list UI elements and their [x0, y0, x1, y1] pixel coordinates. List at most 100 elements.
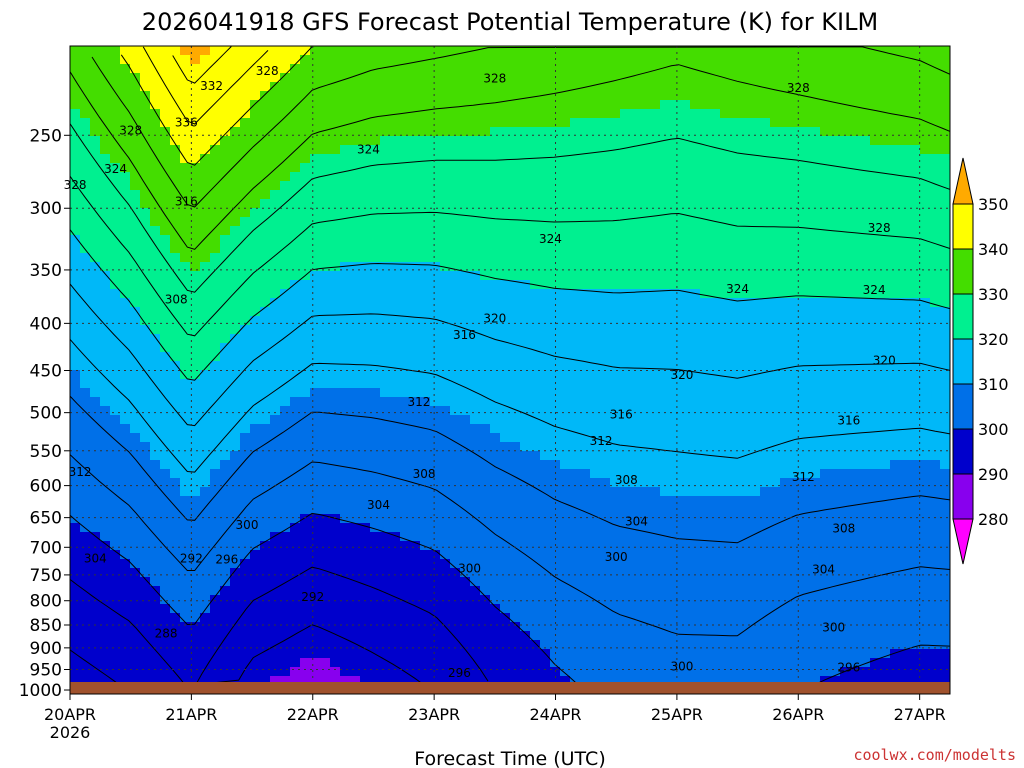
field-cell	[680, 55, 691, 65]
field-cell	[360, 613, 371, 623]
field-cell	[420, 316, 431, 326]
field-cell	[580, 631, 591, 641]
field-cell	[660, 91, 671, 101]
field-cell	[390, 613, 401, 623]
field-cell	[410, 676, 421, 686]
field-cell	[640, 298, 651, 308]
field-cell	[620, 550, 631, 560]
field-cell	[710, 523, 721, 533]
field-cell	[170, 163, 181, 173]
field-cell	[440, 415, 451, 425]
field-cell	[70, 496, 81, 506]
field-cell	[740, 370, 751, 380]
field-cell	[280, 415, 291, 425]
field-cell	[170, 199, 181, 209]
field-cell	[500, 604, 511, 614]
field-cell	[510, 190, 521, 200]
field-cell	[720, 64, 731, 74]
field-cell	[190, 640, 201, 650]
field-cell	[450, 559, 461, 569]
field-cell	[400, 541, 411, 551]
field-cell	[380, 73, 391, 83]
field-cell	[440, 280, 451, 290]
field-cell	[700, 595, 711, 605]
field-cell	[100, 181, 111, 191]
field-cell	[700, 442, 711, 452]
field-cell	[390, 496, 401, 506]
field-cell	[170, 100, 181, 110]
field-cell	[470, 298, 481, 308]
field-cell	[710, 586, 721, 596]
field-cell	[680, 343, 691, 353]
field-cell	[660, 433, 671, 443]
field-cell	[540, 505, 551, 515]
field-cell	[370, 577, 381, 587]
field-cell	[220, 352, 231, 362]
field-cell	[590, 244, 601, 254]
field-cell	[200, 451, 211, 461]
field-cell	[530, 640, 541, 650]
field-cell	[540, 667, 551, 677]
field-cell	[710, 604, 721, 614]
field-cell	[580, 541, 591, 551]
field-cell	[430, 595, 441, 605]
field-cell	[540, 289, 551, 299]
field-cell	[400, 199, 411, 209]
field-cell	[520, 514, 531, 524]
field-cell	[700, 280, 711, 290]
field-cell	[450, 352, 461, 362]
field-cell	[630, 244, 641, 254]
field-cell	[610, 73, 621, 83]
field-cell	[120, 649, 131, 659]
field-cell	[750, 442, 761, 452]
field-cell	[320, 541, 331, 551]
field-cell	[610, 316, 621, 326]
field-cell	[340, 271, 351, 281]
field-cell	[440, 541, 451, 551]
field-cell	[610, 631, 621, 641]
field-cell	[200, 550, 211, 560]
field-cell	[460, 559, 471, 569]
field-cell	[70, 163, 81, 173]
field-cell	[260, 235, 271, 245]
field-cell	[360, 199, 371, 209]
field-cell	[340, 676, 351, 686]
field-cell	[500, 217, 511, 227]
field-cell	[670, 523, 681, 533]
field-cell	[720, 217, 731, 227]
field-cell	[130, 469, 141, 479]
field-cell	[450, 298, 461, 308]
field-cell	[260, 127, 271, 137]
field-cell	[410, 307, 421, 317]
field-cell	[540, 595, 551, 605]
field-cell	[170, 325, 181, 335]
field-cell	[580, 514, 591, 524]
field-cell	[560, 451, 571, 461]
field-cell	[540, 172, 551, 182]
field-cell	[730, 82, 741, 92]
field-cell	[500, 55, 511, 65]
field-cell	[560, 541, 571, 551]
field-cell	[730, 496, 741, 506]
field-cell	[480, 244, 491, 254]
field-cell	[450, 478, 461, 488]
field-cell	[600, 667, 611, 677]
field-cell	[290, 406, 301, 416]
field-cell	[80, 541, 91, 551]
field-cell	[120, 469, 131, 479]
field-cell	[280, 190, 291, 200]
field-cell	[300, 100, 311, 110]
field-cell	[340, 64, 351, 74]
field-cell	[560, 658, 571, 668]
field-cell	[630, 640, 641, 650]
field-cell	[80, 343, 91, 353]
field-cell	[240, 388, 251, 398]
field-cell	[110, 325, 121, 335]
field-cell	[700, 640, 711, 650]
field-cell	[540, 316, 551, 326]
field-cell	[200, 577, 211, 587]
field-cell	[250, 163, 261, 173]
field-cell	[590, 298, 601, 308]
field-cell	[610, 208, 621, 218]
field-cell	[610, 136, 621, 146]
